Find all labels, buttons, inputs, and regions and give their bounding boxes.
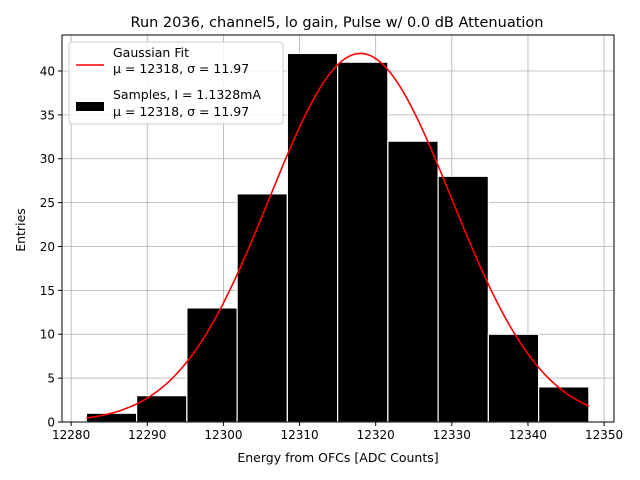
x-tick-label: 12330 <box>433 428 471 442</box>
y-tick-label: 20 <box>40 240 55 254</box>
y-tick-label: 35 <box>40 108 55 122</box>
histogram-bar <box>337 61 389 423</box>
histogram-bar <box>286 52 339 423</box>
y-tick-label: 25 <box>40 196 55 210</box>
y-tick-label: 0 <box>47 416 55 430</box>
plot-axes <box>61 34 615 423</box>
y-axis-ticks: 0 5 10 15 20 25 30 35 40 <box>40 64 62 430</box>
legend-stats: μ = 12318, σ = 11.97 <box>113 61 249 76</box>
legend-label: Samples, I = 1.1328mA <box>113 87 261 102</box>
y-tick-label: 5 <box>47 372 55 386</box>
histogram-bar <box>437 175 489 423</box>
histogram-bar <box>236 193 288 423</box>
chart-title: Run 2036, channel5, lo gain, Pulse w/ 0.… <box>131 15 544 31</box>
legend-stats: μ = 12318, σ = 11.97 <box>113 104 249 119</box>
x-tick-label: 12280 <box>52 428 90 442</box>
x-axis-label: Energy from OFCs [ADC Counts] <box>237 450 438 465</box>
y-tick-label: 40 <box>40 64 55 78</box>
histogram-bar <box>387 140 439 423</box>
histogram-bar <box>487 333 540 423</box>
gaussian-fit-line <box>86 52 590 419</box>
legend-label: Gaussian Fit <box>113 45 189 60</box>
y-axis-label: Entries <box>13 208 28 252</box>
histogram-bar <box>538 386 590 423</box>
y-tick-label: 10 <box>40 328 55 342</box>
gaussian-fit <box>86 52 590 419</box>
axes-frame <box>61 34 615 423</box>
x-tick-label: 12350 <box>585 428 623 442</box>
legend-box <box>68 41 284 125</box>
x-axis-ticks: 12280 12290 12300 12310 12320 12330 12340 12350 <box>52 422 623 442</box>
x-tick-label: 12320 <box>357 428 395 442</box>
legend-swatch-box <box>76 102 104 111</box>
x-tick-label: 12300 <box>204 428 242 442</box>
x-tick-label: 12290 <box>128 428 166 442</box>
x-tick-label: 12310 <box>280 428 318 442</box>
y-tick-label: 15 <box>40 284 55 298</box>
y-tick-label: 30 <box>40 152 55 166</box>
x-tick-label: 12340 <box>509 428 547 442</box>
